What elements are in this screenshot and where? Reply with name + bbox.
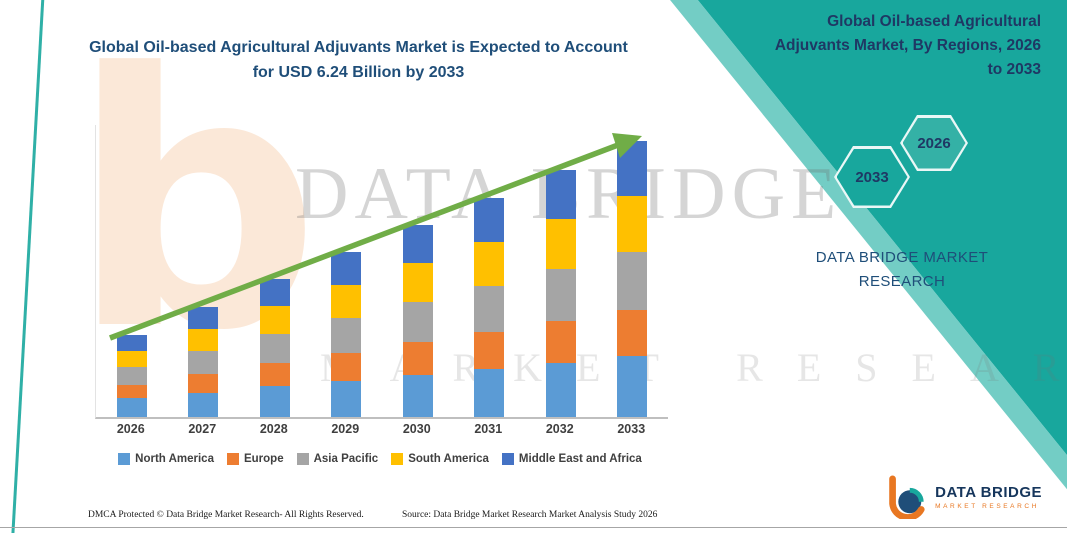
legend-item: Middle East and Africa <box>501 453 642 465</box>
stacked-bars <box>96 125 668 417</box>
legend-label: Europe <box>243 453 284 465</box>
bar-segment-north-america <box>116 398 147 417</box>
stacked-bar-2029 <box>331 125 362 417</box>
x-axis-label-2026: 2026 <box>116 422 145 436</box>
bar-segment-south-america <box>116 351 147 368</box>
legend-label: Asia Pacific <box>313 453 379 465</box>
bar-segment-north-america <box>188 392 219 417</box>
bar-segment-middle-east-and-africa <box>545 170 576 220</box>
side-panel-title: Global Oil-based Agricultural Adjuvants … <box>774 13 1041 79</box>
bar-segment-middle-east-and-africa <box>188 306 219 329</box>
bar-segment-middle-east-and-africa <box>617 140 648 197</box>
logo-title: DATA BRIDGE <box>935 484 1042 501</box>
bar-segment-north-america <box>402 374 433 417</box>
bar-segment-asia-pacific <box>331 318 362 353</box>
x-axis-label-2032: 2032 <box>545 422 574 436</box>
bar-segment-north-america <box>259 386 290 417</box>
chart-title: Global Oil-based Agricultural Adjuvants … <box>89 39 628 81</box>
bar-segment-asia-pacific <box>402 301 433 342</box>
x-axis-label-2027: 2027 <box>188 422 217 436</box>
legend-item: South America <box>391 453 489 465</box>
bar-segment-south-america <box>259 306 290 334</box>
bar-segment-asia-pacific <box>617 251 648 310</box>
logo-subtitle: MARKET RESEARCH <box>935 503 1040 510</box>
bar-segment-north-america <box>331 380 362 417</box>
stacked-bar-2028 <box>259 125 290 417</box>
legend-swatch <box>501 453 514 465</box>
bar-segment-europe <box>259 363 290 387</box>
footer-source-text: Source: Data Bridge Market Research Mark… <box>402 510 658 520</box>
bar-segment-north-america <box>545 362 576 417</box>
bar-segment-south-america <box>402 263 433 302</box>
stacked-bar-2032 <box>545 125 576 417</box>
legend-item: Asia Pacific <box>296 453 379 465</box>
chart-legend: North America Europe Asia Pacific South Ame… <box>60 453 700 465</box>
footer-divider <box>0 527 1067 528</box>
bar-segment-north-america <box>617 356 648 417</box>
bar-segment-europe <box>116 384 147 399</box>
watermark-market-research: MARKET RESEARCH <box>320 345 1067 390</box>
bar-segment-north-america <box>474 368 505 417</box>
bar-segment-asia-pacific <box>474 285 505 332</box>
legend-label: Middle East and Africa <box>518 453 642 465</box>
bar-segment-europe <box>617 309 648 357</box>
legend-item: North America <box>118 453 214 465</box>
hexagon-badge-2033: 2033 <box>834 146 910 208</box>
x-axis-label-2031: 2031 <box>474 422 503 436</box>
x-axis-label-2030: 2030 <box>402 422 431 436</box>
bar-segment-europe <box>331 352 362 381</box>
bar-segment-south-america <box>474 241 505 286</box>
legend-swatch <box>118 453 131 465</box>
legend-swatch <box>226 453 239 465</box>
x-axis: 2026 2027 2028 2029 2030 2031 2032 2033 <box>95 422 667 436</box>
bar-segment-asia-pacific <box>116 367 147 385</box>
footer-dmca-text: DMCA Protected © Data Bridge Market Rese… <box>88 510 364 520</box>
bar-segment-middle-east-and-africa <box>402 225 433 264</box>
legend-item: Europe <box>226 453 284 465</box>
bar-segment-asia-pacific <box>259 333 290 364</box>
brand-text: DATA BRIDGE MARKET RESEARCH <box>815 249 989 290</box>
x-axis-label-2028: 2028 <box>259 422 288 436</box>
bar-segment-europe <box>545 320 576 363</box>
bar-segment-middle-east-and-africa <box>331 252 362 286</box>
stacked-bar-2027 <box>188 125 219 417</box>
stacked-bar-2031 <box>474 125 505 417</box>
x-axis-label-2029: 2029 <box>331 422 360 436</box>
left-diagonal-line <box>9 0 46 533</box>
bar-segment-middle-east-and-africa <box>474 198 505 242</box>
bar-segment-europe <box>474 331 505 369</box>
bar-segment-asia-pacific <box>188 351 219 375</box>
bar-segment-south-america <box>188 328 219 352</box>
data-bridge-logo-icon <box>889 475 925 519</box>
bar-segment-asia-pacific <box>545 268 576 321</box>
x-axis-label-2033: 2033 <box>617 422 646 436</box>
legend-swatch <box>391 453 404 465</box>
bar-segment-europe <box>188 374 219 393</box>
stacked-bar-2026 <box>116 125 147 417</box>
hexagon-badge-2026-label: 2026 <box>902 117 966 169</box>
bar-segment-middle-east-and-africa <box>116 335 147 352</box>
legend-label: North America <box>135 453 214 465</box>
chart-plot-area <box>95 125 668 419</box>
bar-segment-europe <box>402 341 433 375</box>
footer-logo: DATA BRIDGE MARKET RESEARCH <box>883 475 1042 519</box>
bar-segment-south-america <box>617 196 648 252</box>
bar-segment-middle-east-and-africa <box>259 279 290 307</box>
legend-label: South America <box>408 453 489 465</box>
bar-segment-south-america <box>331 285 362 319</box>
stacked-bar-2033 <box>617 125 648 417</box>
stacked-bar-2030 <box>402 125 433 417</box>
hexagon-badge-2033-label: 2033 <box>836 148 908 206</box>
bar-segment-south-america <box>545 219 576 269</box>
legend-swatch <box>296 453 309 465</box>
